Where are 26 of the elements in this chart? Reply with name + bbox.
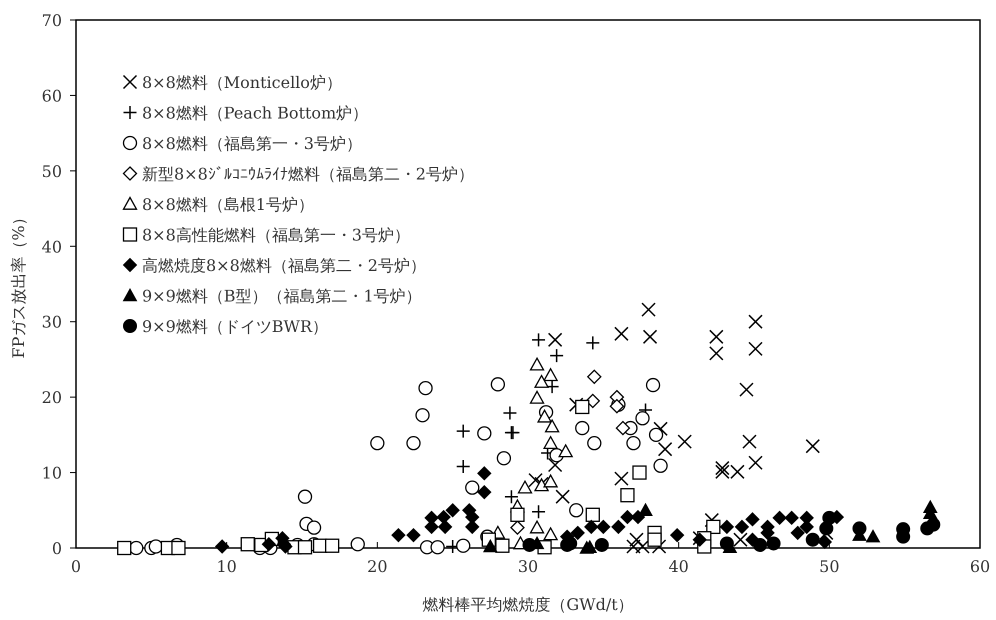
legend-label: 8×8燃料（Monticello炉） <box>142 73 342 92</box>
x-axis-title: 燃料棒平均燃焼度（GWd/t） <box>422 595 634 614</box>
x-tick-label: 20 <box>367 557 388 576</box>
x-tick-label: 0 <box>70 557 82 576</box>
legend-label: 高燃焼度8×8燃料（福島第二・2号炉） <box>142 256 426 275</box>
y-tick-label: 30 <box>42 312 62 332</box>
legend-label: 9×9燃料（B型）（福島第二・1号炉） <box>142 286 422 306</box>
legend-label: 8×8燃料（島根1号炉） <box>142 195 314 214</box>
y-tick-label: 50 <box>42 162 62 181</box>
x-tick-label: 50 <box>819 557 840 576</box>
y-tick-label: 20 <box>42 388 62 408</box>
x-tick-label: 60 <box>970 557 990 576</box>
legend-label: 9×9燃料（ドイツBWR） <box>142 317 328 336</box>
y-tick-label: 40 <box>42 237 62 256</box>
y-tick-label: 0 <box>52 539 62 558</box>
y-tick-label: 60 <box>42 86 62 106</box>
x-tick-label: 10 <box>216 557 237 576</box>
x-tick-label: 30 <box>518 557 538 576</box>
legend-label: 8×8燃料（福島第一・3号炉） <box>142 134 362 153</box>
y-tick-label: 70 <box>42 11 62 30</box>
y-axis-title: FPガス放出率（%） <box>9 209 28 359</box>
y-tick-label: 10 <box>42 464 62 483</box>
legend-label: 新型8×8ｼﾞﾙｺﾆｳﾑﾗｲﾅ燃料（福島第二・2号炉） <box>142 164 474 184</box>
legend-label: 8×8燃料（Peach Bottom炉） <box>142 104 368 122</box>
x-tick-label: 40 <box>668 557 689 576</box>
legend-label: 8×8高性能燃料（福島第一・3号炉） <box>142 226 410 244</box>
